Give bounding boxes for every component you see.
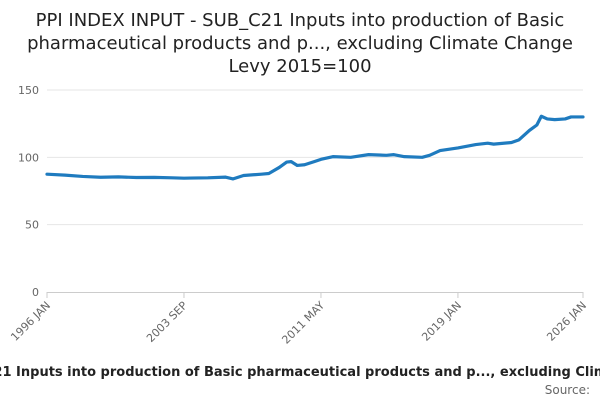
- y-gridlines: [47, 89, 583, 226]
- y-tick-label: 50: [25, 219, 39, 232]
- chart-title-line-2: pharmaceutical products and p..., exclud…: [27, 33, 573, 54]
- y-tick-label: 100: [18, 151, 39, 164]
- source-label: Source:: [545, 383, 590, 397]
- x-tick-label: 2003 SEP: [144, 299, 190, 345]
- chart-title-line-1: PPI INDEX INPUT - SUB_C21 Inputs into pr…: [36, 10, 565, 31]
- x-tick-label: 2019 JAN: [419, 299, 464, 344]
- chart-title: PPI INDEX INPUT - SUB_C21 Inputs into pr…: [27, 10, 573, 77]
- y-tick-label: 150: [18, 84, 39, 97]
- series-lines: [45, 114, 585, 181]
- x-tick-label: 1996 JAN: [8, 299, 53, 344]
- legend-label: C21 Inputs into production of Basic phar…: [0, 365, 600, 380]
- series-line: [45, 114, 585, 181]
- x-tick-label: 2011 MAY: [279, 299, 327, 347]
- x-axis-tick-labels: 1996 JAN 2003 SEP 2011 MAY 2019 JAN 2026 JAN: [8, 299, 589, 347]
- y-tick-label: 0: [32, 286, 39, 299]
- x-axis: [46, 292, 584, 298]
- x-tick-label: 2026 JAN: [544, 299, 589, 344]
- y-axis-tick-labels: 0 50 100 150: [18, 84, 39, 299]
- chart-title-line-3: Levy 2015=100: [228, 56, 371, 77]
